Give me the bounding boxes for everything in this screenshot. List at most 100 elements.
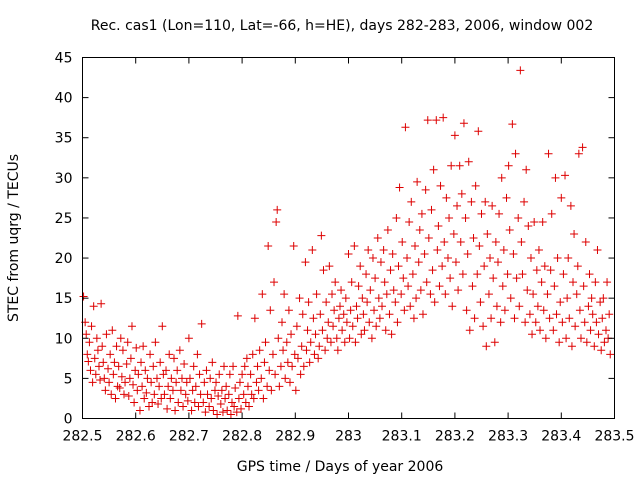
y-tick-label: 40	[55, 91, 73, 107]
data-point	[273, 205, 282, 214]
data-point	[350, 242, 359, 251]
y-tick-label: 30	[55, 171, 73, 187]
data-point	[253, 362, 262, 371]
data-point	[354, 282, 363, 291]
data-point	[133, 386, 142, 395]
data-point	[575, 306, 584, 315]
data-point	[255, 346, 264, 355]
data-point	[257, 374, 266, 383]
data-point	[96, 375, 105, 384]
data-point	[274, 334, 283, 343]
data-point	[155, 382, 164, 391]
data-point	[209, 406, 218, 415]
data-point	[295, 294, 304, 303]
data-point	[596, 298, 605, 307]
data-point	[490, 338, 499, 347]
data-point	[179, 402, 188, 411]
data-point	[511, 149, 520, 158]
data-point	[101, 386, 110, 395]
data-point	[86, 366, 95, 375]
data-point	[374, 294, 383, 303]
data-point	[217, 386, 226, 395]
data-point	[571, 322, 580, 331]
data-point	[305, 358, 314, 367]
data-point	[458, 270, 467, 279]
data-point	[177, 374, 186, 383]
data-point	[335, 302, 344, 311]
data-point	[600, 338, 609, 347]
data-point	[525, 310, 534, 319]
data-point	[222, 382, 231, 391]
axes	[82, 57, 615, 419]
y-tick-label: 20	[55, 251, 73, 267]
data-point	[226, 410, 235, 419]
data-point	[531, 318, 540, 327]
data-point	[125, 374, 134, 383]
data-point	[206, 374, 215, 383]
data-point	[541, 334, 550, 343]
data-point	[268, 350, 277, 359]
data-point	[392, 213, 401, 222]
data-point	[311, 330, 320, 339]
data-point	[306, 338, 315, 347]
data-point	[162, 366, 171, 375]
data-point	[167, 374, 176, 383]
data-point	[529, 290, 538, 299]
y-tick-label: 10	[55, 331, 73, 347]
data-point	[293, 354, 302, 363]
data-point	[348, 322, 357, 331]
data-point	[102, 330, 111, 339]
data-point	[411, 242, 419, 251]
data-point	[502, 193, 511, 202]
x-tick-label: 282.7	[169, 429, 209, 445]
data-point	[195, 370, 204, 379]
data-point	[172, 378, 181, 387]
data-point	[428, 266, 437, 275]
data-point	[116, 334, 125, 343]
data-point	[497, 173, 506, 182]
data-point	[487, 314, 496, 323]
data-point	[383, 225, 392, 234]
data-point	[196, 390, 205, 399]
data-point	[357, 330, 366, 339]
data-point	[403, 254, 412, 263]
data-point	[190, 398, 199, 407]
data-point	[446, 274, 455, 283]
data-point	[191, 382, 200, 391]
chart-title: Rec. cas1 (Lon=110, Lat=-66, h=HE), days…	[91, 18, 593, 34]
data-point	[93, 346, 102, 355]
data-point	[493, 258, 502, 267]
data-point	[491, 238, 500, 247]
data-point	[258, 290, 267, 299]
data-point	[180, 359, 189, 368]
data-point	[414, 258, 423, 267]
data-point	[424, 234, 433, 242]
data-point	[194, 402, 203, 411]
data-point	[232, 408, 241, 417]
data-point	[337, 286, 346, 295]
data-point	[576, 334, 585, 343]
data-point	[409, 314, 418, 323]
data-point	[203, 390, 212, 399]
data-point	[451, 258, 460, 267]
data-point	[474, 127, 483, 136]
data-point	[321, 346, 330, 355]
data-point	[514, 213, 523, 222]
data-point	[231, 384, 240, 393]
data-point	[368, 254, 377, 263]
data-point	[551, 173, 560, 182]
data-point	[292, 322, 301, 331]
data-point	[239, 390, 248, 399]
data-point	[160, 390, 169, 399]
data-point	[157, 394, 166, 403]
data-point	[520, 197, 529, 206]
data-point	[289, 242, 298, 251]
data-point	[496, 318, 505, 327]
data-point	[199, 398, 208, 407]
data-point	[476, 298, 485, 307]
data-point	[241, 398, 250, 407]
data-point	[137, 358, 146, 367]
data-point	[227, 398, 236, 407]
data-point	[173, 366, 182, 375]
data-point	[421, 185, 430, 194]
